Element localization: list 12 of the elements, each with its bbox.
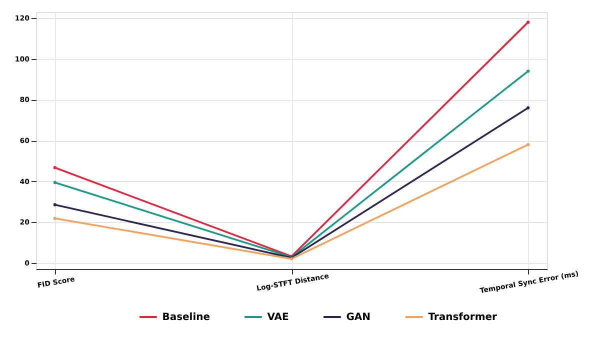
legend-label: VAE [267,312,289,323]
point [526,20,530,24]
point [526,143,530,146]
point [53,180,57,184]
point [53,166,57,170]
point [53,216,57,220]
point [526,106,530,110]
point [53,203,57,206]
legend-label: GAN [346,312,371,323]
legend-label: Transformer [428,312,498,323]
point [526,70,530,73]
legend-label: Baseline [162,312,210,323]
